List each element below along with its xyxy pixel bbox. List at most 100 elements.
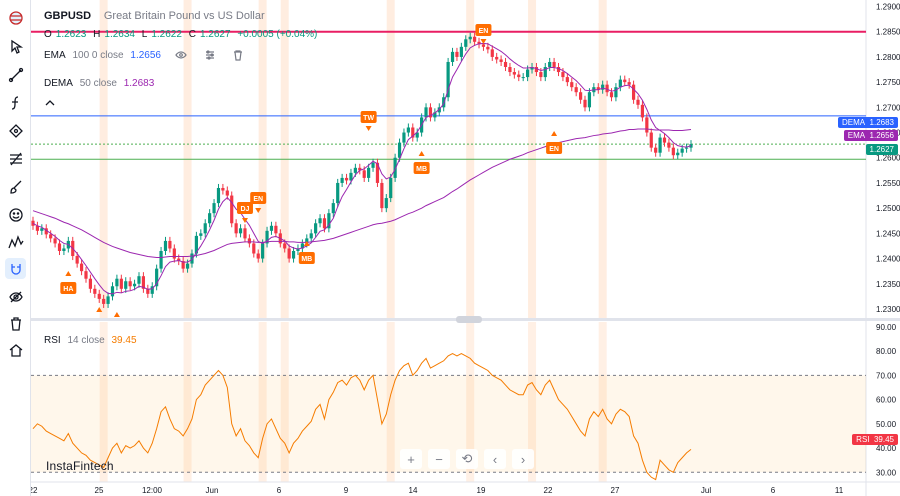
- candle-body: [380, 182, 384, 209]
- candle-body: [521, 77, 525, 79]
- candle-body: [155, 268, 159, 287]
- candle-body: [636, 99, 640, 105]
- candle-body: [367, 167, 371, 178]
- candle-body: [88, 278, 93, 289]
- candle-body: [486, 46, 490, 50]
- candle-body: [512, 72, 516, 75]
- candle-body: [654, 147, 658, 153]
- trend-line-icon[interactable]: [5, 64, 26, 85]
- event-marker: [236, 202, 253, 214]
- magnet-icon[interactable]: [5, 258, 26, 279]
- function-icon[interactable]: [5, 92, 26, 113]
- event-marker-label: MB: [301, 256, 312, 263]
- candle-body: [389, 177, 393, 199]
- eye-icon[interactable]: [174, 48, 190, 62]
- chart-canvas[interactable]: 1.29001.28501.28001.27501.27001.26501.26…: [31, 0, 900, 496]
- ema-legend[interactable]: EMA 100 0 close 1.2656: [44, 48, 251, 62]
- candle-body: [499, 59, 503, 62]
- pattern-icon[interactable]: [5, 232, 26, 253]
- event-band-rsi-4: [386, 322, 395, 482]
- candle-body: [336, 182, 340, 204]
- scroll-right-button[interactable]: ›: [512, 449, 534, 469]
- smiley-icon[interactable]: [5, 204, 26, 225]
- event-marker: [60, 282, 77, 294]
- open-label: O: [44, 29, 52, 40]
- event-marker-label: EN: [549, 146, 559, 153]
- dema-value: 1.2683: [123, 78, 155, 89]
- candle-body: [534, 67, 539, 73]
- candle-body: [623, 79, 627, 83]
- candle-body: [561, 72, 565, 78]
- candle-body: [40, 228, 44, 231]
- candle-body: [234, 223, 238, 234]
- dema-tag-value: 1.2683: [869, 118, 894, 127]
- eye-off-icon[interactable]: [5, 286, 26, 307]
- collapse-legend-button[interactable]: [44, 98, 56, 111]
- candle-body: [137, 276, 141, 284]
- high-value: 1.2634: [104, 29, 135, 40]
- candle-body: [163, 240, 168, 251]
- time-tick-label: 6: [771, 486, 776, 495]
- candle-body: [645, 117, 649, 133]
- price-tick-label: 1.2600: [876, 154, 900, 163]
- symbol-legend: GBPUSD Great Britain Pound vs US Dollar: [44, 10, 269, 22]
- candle-body: [132, 283, 137, 287]
- candle-body: [261, 243, 265, 259]
- candle-body: [658, 137, 662, 153]
- candle-body: [208, 213, 212, 224]
- cursor-icon[interactable]: [5, 36, 26, 57]
- candle-body: [274, 225, 278, 234]
- price-tick-label: 1.2350: [876, 280, 900, 289]
- pane-resize-handle: [456, 316, 482, 323]
- event-band-rsi-5: [466, 322, 475, 482]
- reset-button[interactable]: ⟲: [456, 449, 478, 469]
- event-marker-label: MB: [416, 166, 427, 173]
- candle-body: [181, 261, 185, 269]
- ema-100-line: [32, 128, 692, 259]
- fibonacci-icon[interactable]: [5, 148, 26, 169]
- symbol-name[interactable]: GBPUSD: [44, 10, 92, 22]
- candle-body: [203, 223, 207, 234]
- rsi-legend[interactable]: RSI 14 close 39.45: [44, 335, 141, 346]
- event-arrow: [365, 126, 372, 131]
- candle-body: [459, 46, 463, 57]
- dema-legend[interactable]: DEMA 50 close 1.2683: [44, 78, 158, 89]
- trash-icon[interactable]: [5, 313, 26, 334]
- candle-body: [327, 213, 331, 229]
- candle-body: [309, 233, 313, 239]
- time-tick-label: 14: [409, 486, 418, 495]
- candle-body: [212, 203, 216, 214]
- candle-body: [477, 41, 481, 45]
- time-tick-label: Jul: [701, 486, 711, 495]
- candle-body: [406, 127, 410, 133]
- event-arrow: [551, 131, 558, 136]
- candle-body: [468, 36, 472, 40]
- event-band-rsi-0: [99, 322, 108, 482]
- settings-icon[interactable]: [203, 48, 219, 62]
- brush-icon[interactable]: [5, 176, 26, 197]
- zoom-in-button[interactable]: +: [400, 449, 422, 469]
- flag-icon[interactable]: [5, 7, 26, 28]
- home-icon[interactable]: [5, 339, 26, 360]
- candle-body: [79, 263, 84, 272]
- projection-icon[interactable]: [5, 120, 26, 141]
- candle-body: [464, 39, 468, 47]
- candle-body: [543, 67, 547, 78]
- event-band-rsi-6: [528, 322, 537, 482]
- close-label: C: [188, 29, 196, 40]
- candle-body: [565, 77, 569, 83]
- time-tick-label: Jun: [206, 486, 219, 495]
- brand-name: InstaFintech: [46, 459, 114, 473]
- zoom-out-button[interactable]: −: [428, 449, 450, 469]
- event-marker: [298, 252, 315, 264]
- scroll-left-button[interactable]: ‹: [484, 449, 506, 469]
- ema-value: 1.2656: [130, 49, 161, 61]
- candle-body: [353, 167, 357, 173]
- candle-body: [609, 92, 614, 98]
- candle-body: [676, 152, 680, 156]
- candle-body: [322, 218, 327, 229]
- candle-body: [473, 36, 477, 42]
- candle-body: [358, 167, 362, 171]
- candle-body: [601, 84, 605, 90]
- delete-icon[interactable]: [231, 48, 247, 62]
